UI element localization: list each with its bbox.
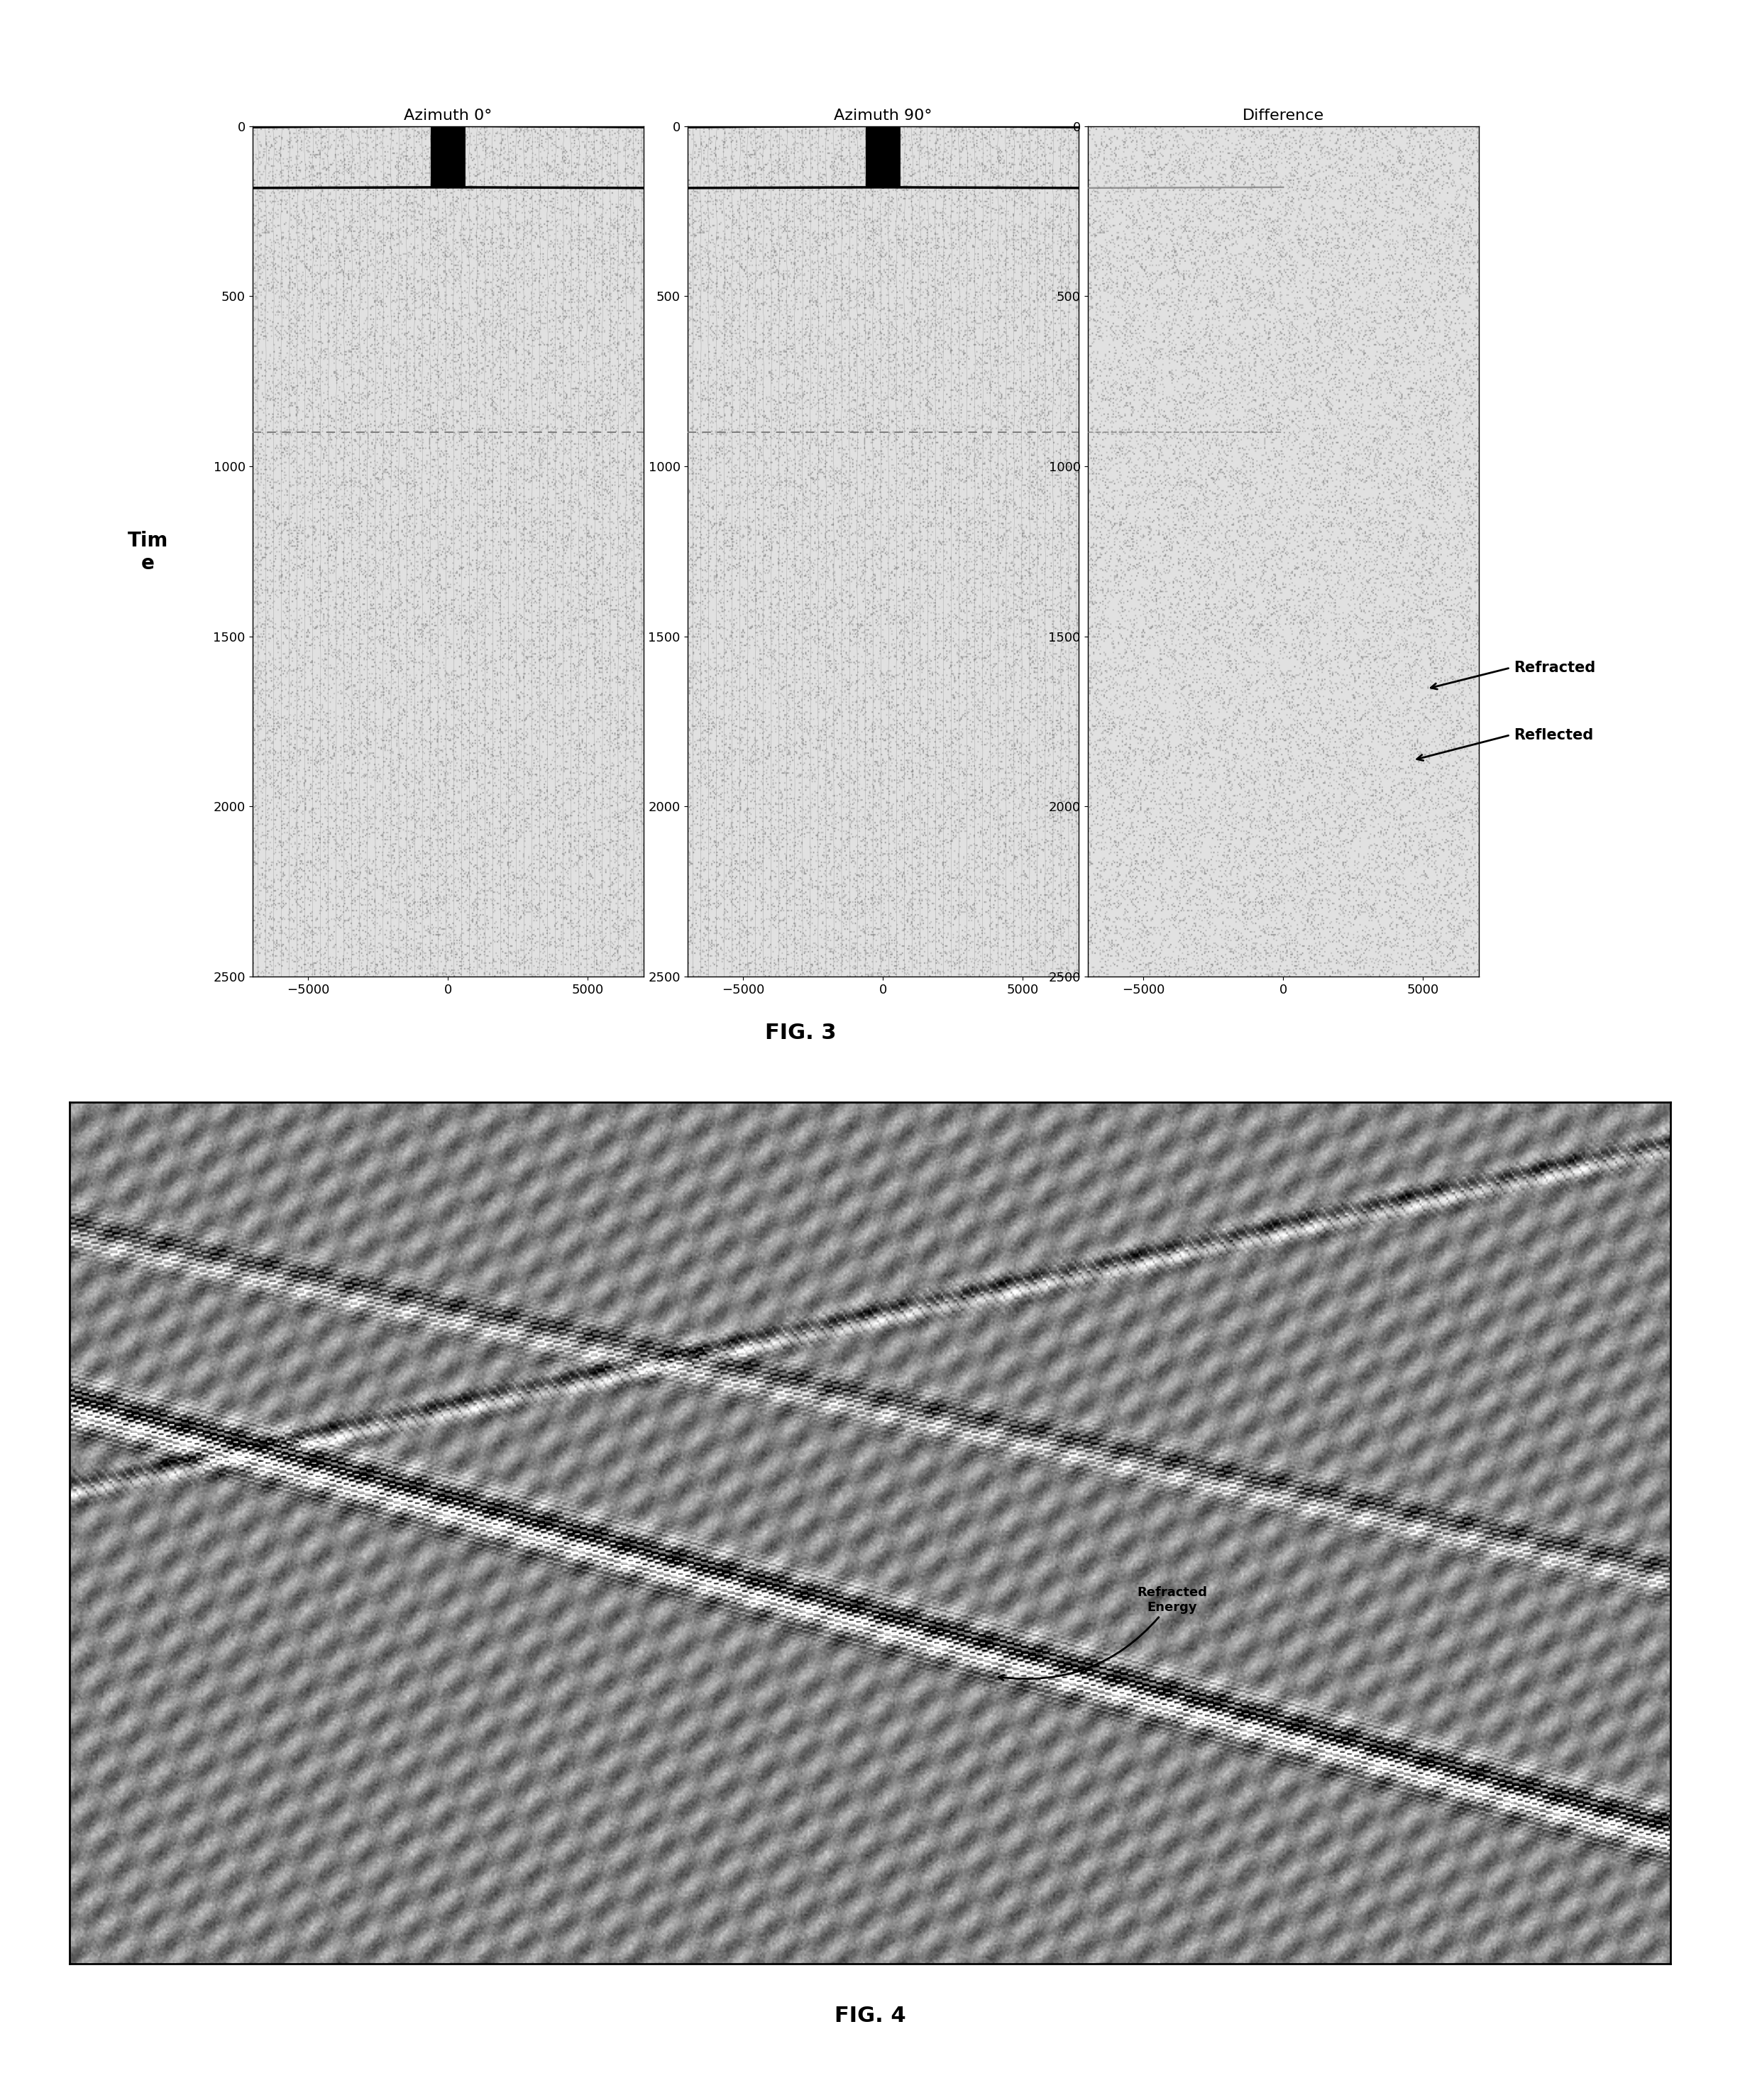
Text: Refracted
Energy: Refracted Energy xyxy=(999,1586,1208,1680)
Text: FIG. 3: FIG. 3 xyxy=(766,1023,835,1044)
Title: Azimuth 90°: Azimuth 90° xyxy=(833,109,933,124)
Text: Reflected: Reflected xyxy=(1514,729,1594,741)
Text: FIG. 4: FIG. 4 xyxy=(833,2005,907,2026)
Text: Tim
e: Tim e xyxy=(127,531,169,573)
Title: Difference: Difference xyxy=(1242,109,1324,124)
Title: Azimuth 0°: Azimuth 0° xyxy=(404,109,492,124)
Text: Refracted: Refracted xyxy=(1514,662,1596,674)
